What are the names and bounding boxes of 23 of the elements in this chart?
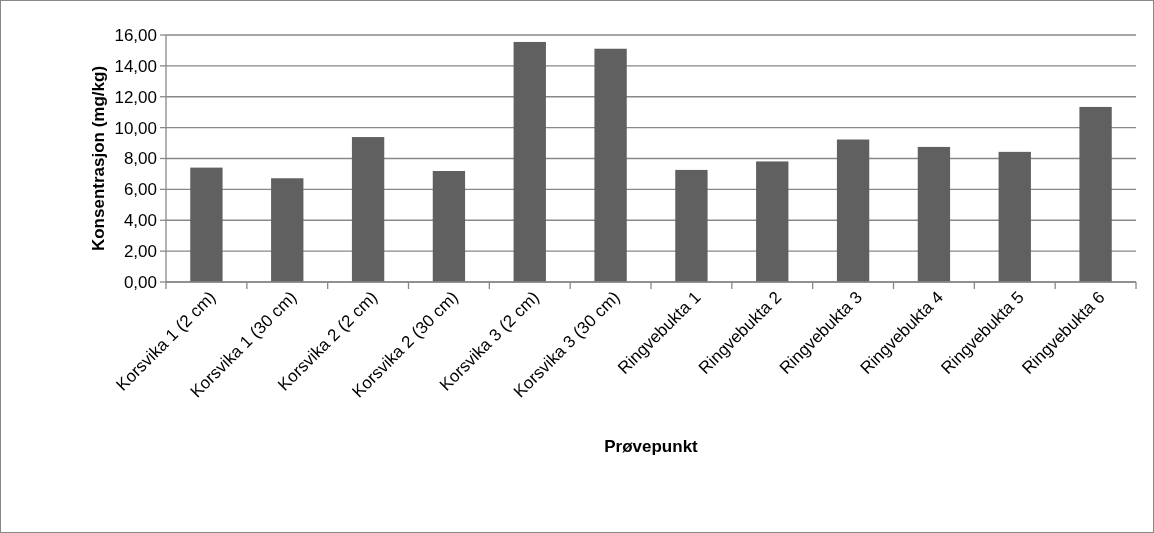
bar — [271, 178, 304, 282]
bar — [432, 171, 466, 282]
bar — [998, 151, 1031, 282]
y-tick-label: 16,00 — [114, 25, 157, 45]
y-tick-label: 12,00 — [114, 87, 157, 107]
y-tick-label: 6,00 — [123, 180, 157, 200]
bar — [594, 48, 627, 282]
y-tick-label: 0,00 — [123, 272, 157, 292]
bar — [675, 169, 708, 282]
bar — [190, 167, 223, 282]
y-tick-label: 8,00 — [123, 149, 157, 169]
y-tick-label: 2,00 — [123, 242, 157, 262]
x-axis-title: Prøvepunkt — [604, 437, 699, 456]
y-tick-label: 10,00 — [114, 118, 157, 138]
bar — [836, 139, 870, 282]
y-axis-title: Konsentrasjon (mg/kg) — [89, 65, 108, 252]
bar — [351, 137, 385, 282]
bar — [917, 146, 951, 282]
bar — [756, 161, 789, 282]
bar — [513, 41, 546, 282]
bar — [1079, 106, 1112, 282]
y-tick-label: 14,00 — [114, 56, 157, 76]
y-tick-label: 4,00 — [123, 211, 157, 231]
